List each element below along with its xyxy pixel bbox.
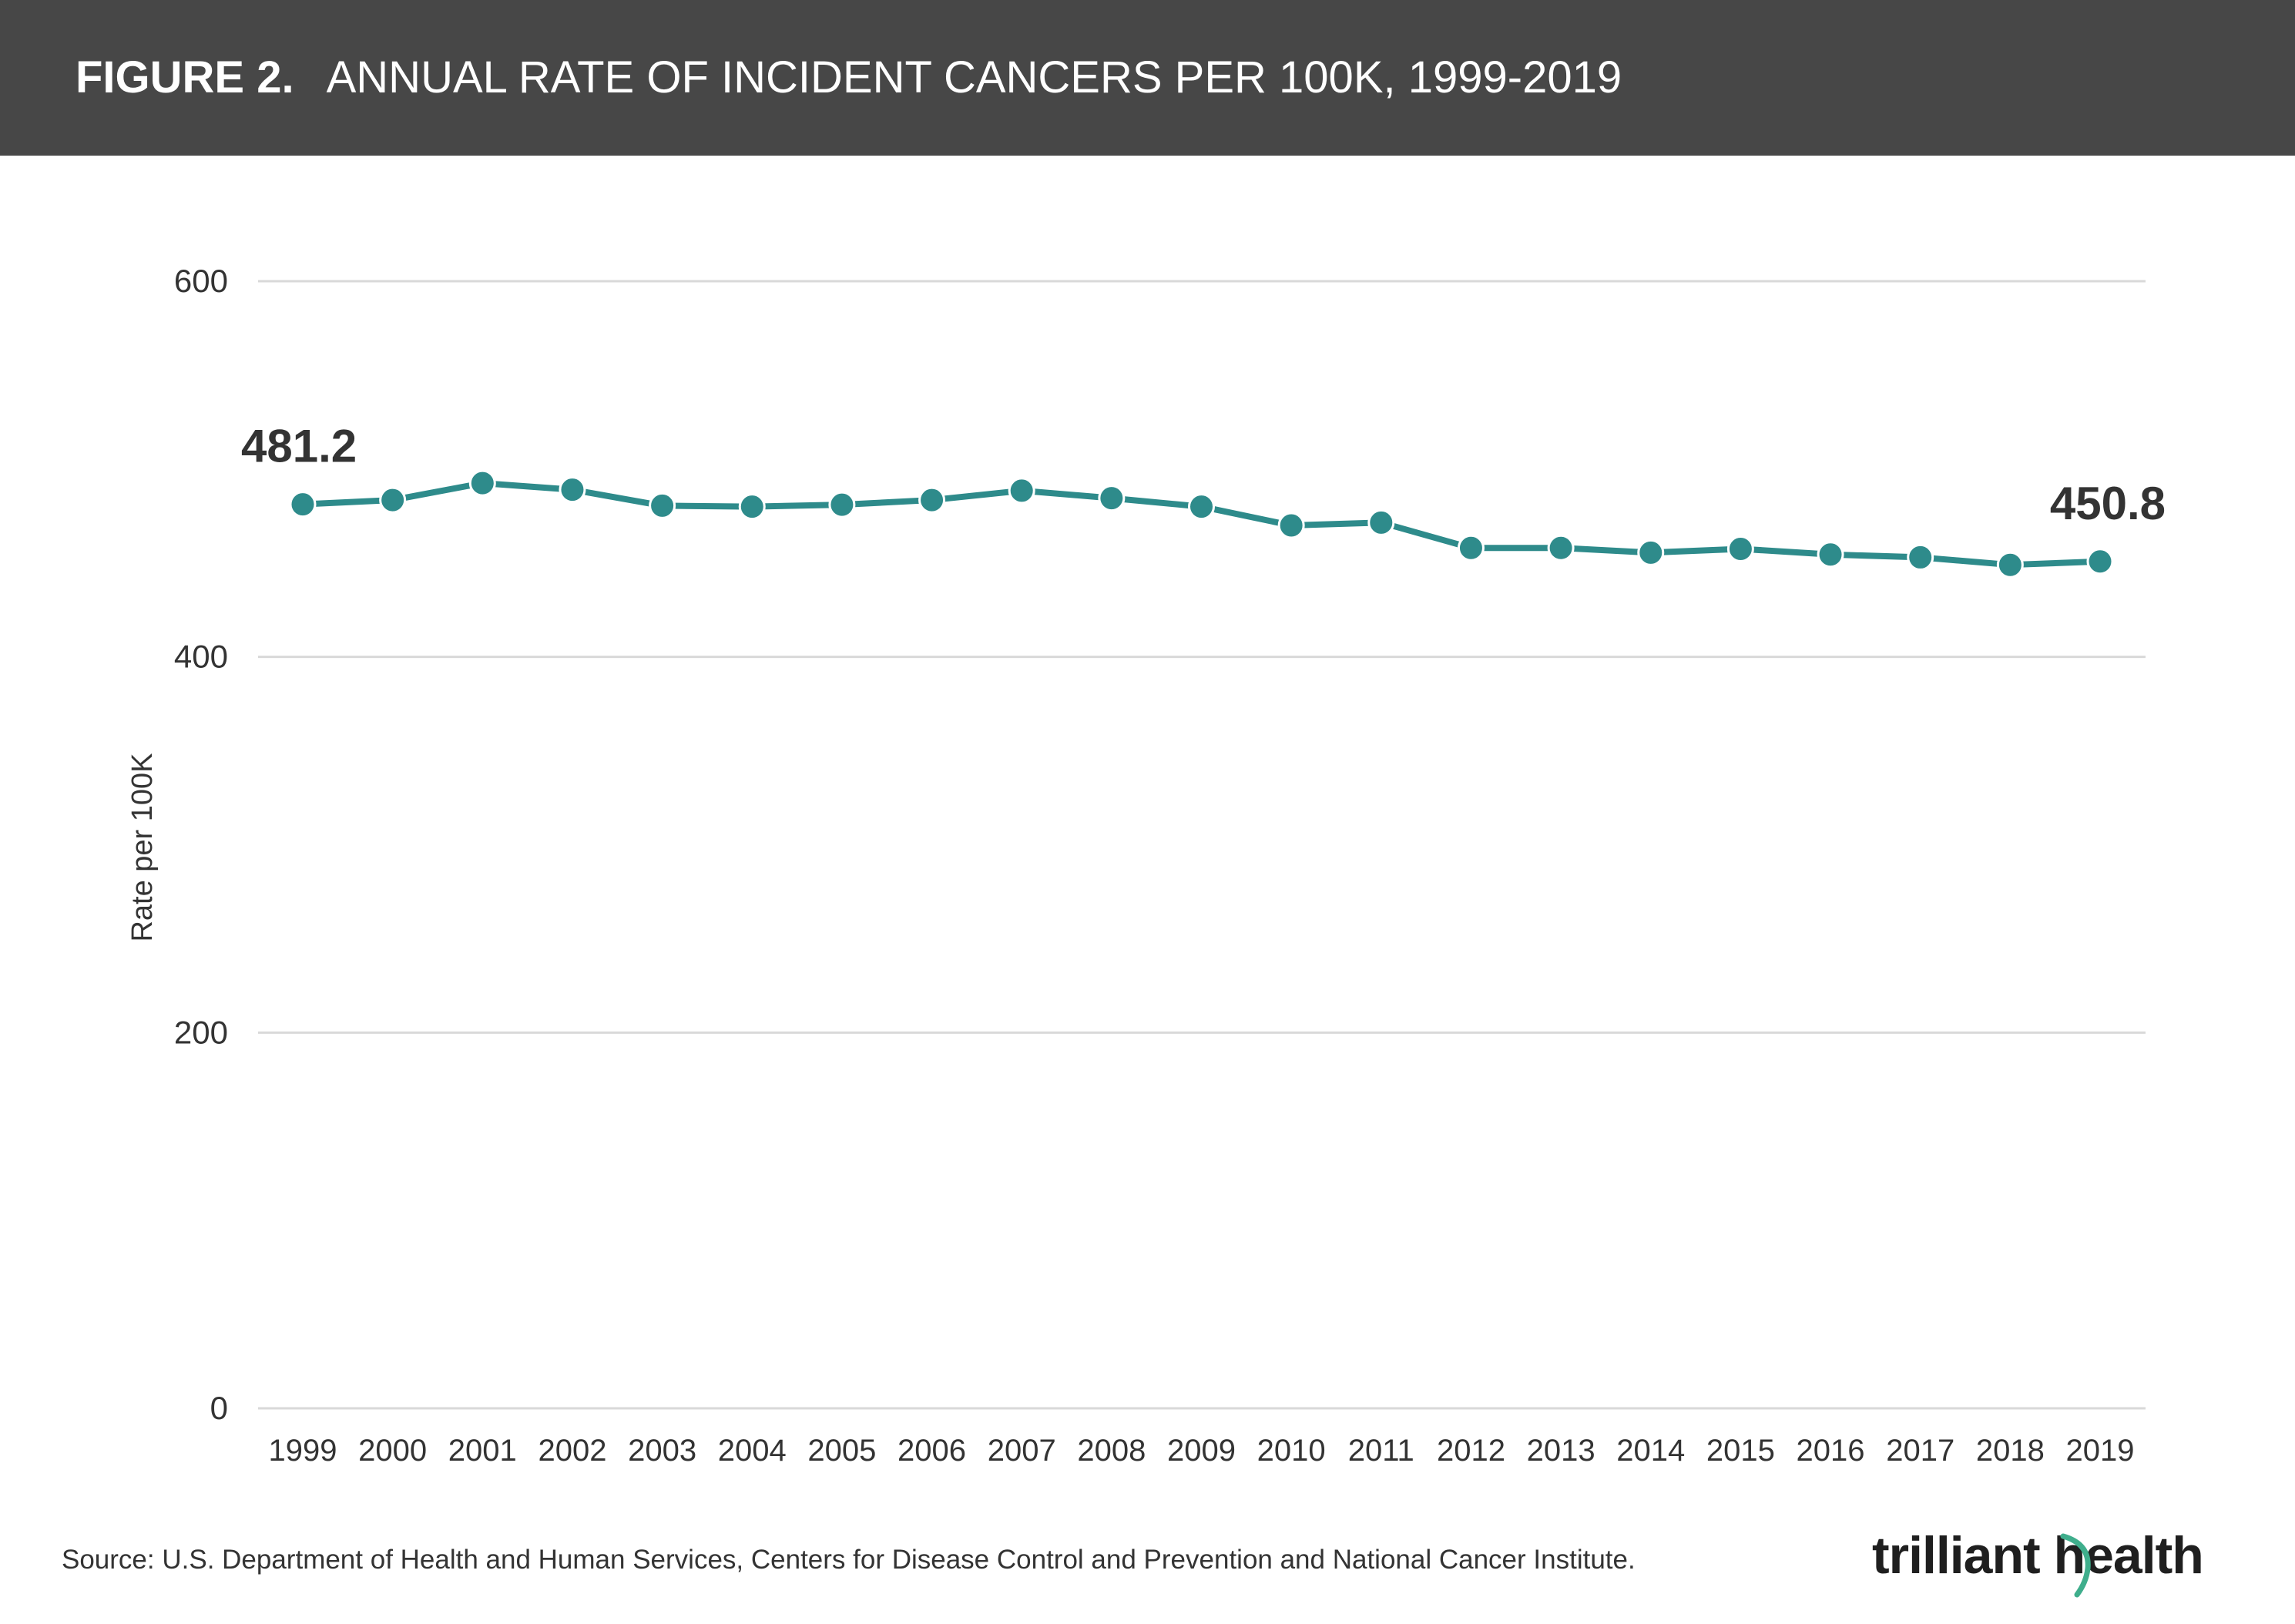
y-axis-title: Rate per 100K: [126, 753, 159, 941]
data-point-2003: [649, 492, 676, 519]
data-annotations: 481.2 450.8: [241, 421, 2166, 529]
data-point-2018: [1996, 551, 2024, 579]
y-tick-label: 200: [174, 1014, 228, 1050]
x-tick-label: 2014: [1616, 1434, 1685, 1468]
data-point-2009: [1188, 493, 1215, 521]
x-tick-label: 1999: [269, 1434, 337, 1468]
figure-label: FIGURE 2.: [75, 52, 294, 102]
x-tick-label: 2010: [1257, 1434, 1326, 1468]
x-tick-label: 2015: [1706, 1434, 1775, 1468]
data-point-2019: [2086, 548, 2114, 575]
data-point-2004: [738, 493, 766, 521]
figure-heading: FIGURE 2. ANNUAL RATE OF INCIDENT CANCERS…: [75, 0, 1622, 156]
x-tick-label: 2002: [538, 1434, 606, 1468]
x-tick-label: 2012: [1437, 1434, 1505, 1468]
x-tick-label: 2011: [1348, 1434, 1414, 1468]
data-point-2013: [1547, 534, 1575, 562]
brand-swoosh-icon: [2060, 1533, 2091, 1598]
data-point-2012: [1457, 534, 1485, 562]
data-point-2011: [1367, 508, 1395, 536]
x-tick-label: 2013: [1527, 1434, 1595, 1468]
x-tick-label: 2018: [1976, 1434, 2045, 1468]
data-point-2008: [1098, 485, 1126, 512]
data-point-2016: [1817, 541, 1844, 569]
trilliant-health-logo: trilliant health: [1872, 1525, 2242, 1598]
y-tick-label: 400: [174, 639, 228, 675]
x-tick-label: 2009: [1167, 1434, 1236, 1468]
series-rate: [289, 469, 2114, 579]
figure-title: ANNUAL RATE OF INCIDENT CANCERS PER 100K…: [326, 52, 1622, 102]
data-point-2007: [1008, 477, 1035, 505]
data-point-2001: [468, 469, 496, 497]
data-label-1999: 481.2: [241, 421, 357, 472]
source-note: Source: U.S. Department of Health and Hu…: [62, 1545, 1636, 1575]
x-tick-label: 2006: [898, 1434, 966, 1468]
data-label-2019: 450.8: [2050, 478, 2166, 529]
x-tick-label: 2005: [807, 1434, 876, 1468]
x-tick-label: 2001: [448, 1434, 517, 1468]
data-point-2010: [1277, 512, 1305, 539]
data-point-2006: [918, 486, 946, 514]
data-point-2002: [559, 476, 586, 504]
y-axis-ticks: 0 200 400 600: [174, 263, 228, 1426]
y-tick-label: 600: [174, 263, 228, 299]
x-tick-label: 2017: [1886, 1434, 1954, 1468]
data-point-2014: [1637, 539, 1665, 566]
x-axis-ticks: 1999 2000 2001 2002 2003 2004 2005 2006 2007 2008…: [269, 1434, 2135, 1468]
x-tick-label: 2016: [1797, 1434, 1865, 1468]
x-tick-label: 2004: [718, 1434, 787, 1468]
data-point-1999: [289, 491, 317, 518]
gridlines: [258, 280, 2146, 1410]
figure-header: FIGURE 2. ANNUAL RATE OF INCIDENT CANCERS…: [0, 0, 2295, 156]
x-tick-label: 2007: [988, 1434, 1056, 1468]
y-tick-label: 0: [210, 1390, 228, 1426]
x-tick-label: 2008: [1077, 1434, 1146, 1468]
data-point-2005: [828, 491, 856, 518]
x-tick-label: 2000: [358, 1434, 427, 1468]
data-point-2000: [379, 486, 407, 514]
brand-wordmark: trilliant health: [1872, 1526, 2204, 1585]
x-tick-label: 2003: [628, 1434, 696, 1468]
data-point-2017: [1907, 543, 1934, 571]
x-tick-label: 2019: [2066, 1434, 2135, 1468]
data-point-2015: [1726, 535, 1754, 562]
